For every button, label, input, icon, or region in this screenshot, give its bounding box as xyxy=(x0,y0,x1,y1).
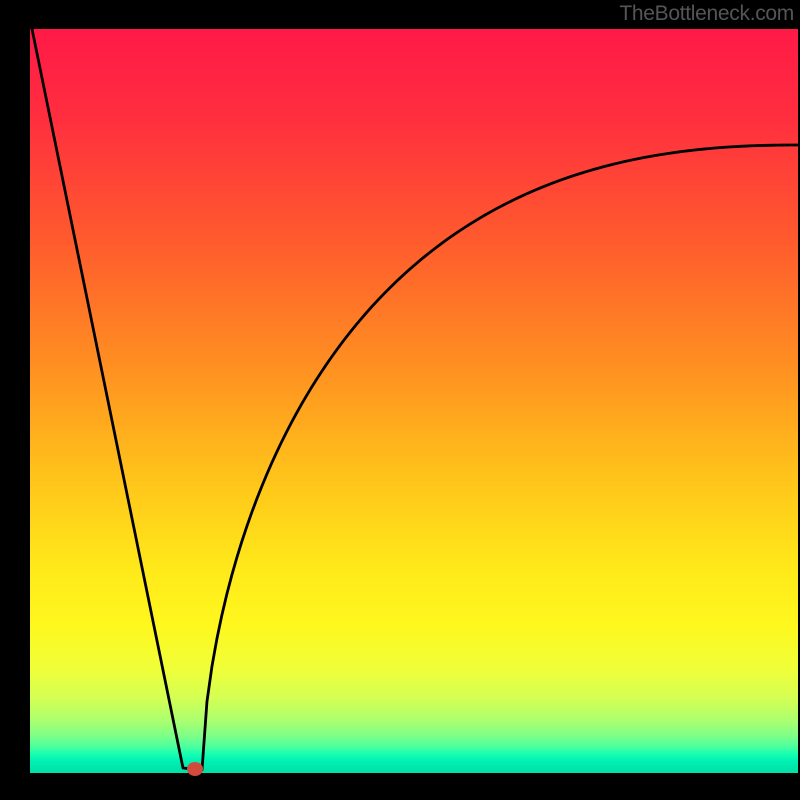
bottleneck-curve xyxy=(32,29,798,770)
plot-curve-layer xyxy=(0,0,800,800)
optimal-point-marker xyxy=(187,762,203,776)
chart-container: TheBottleneck.com xyxy=(0,0,800,800)
